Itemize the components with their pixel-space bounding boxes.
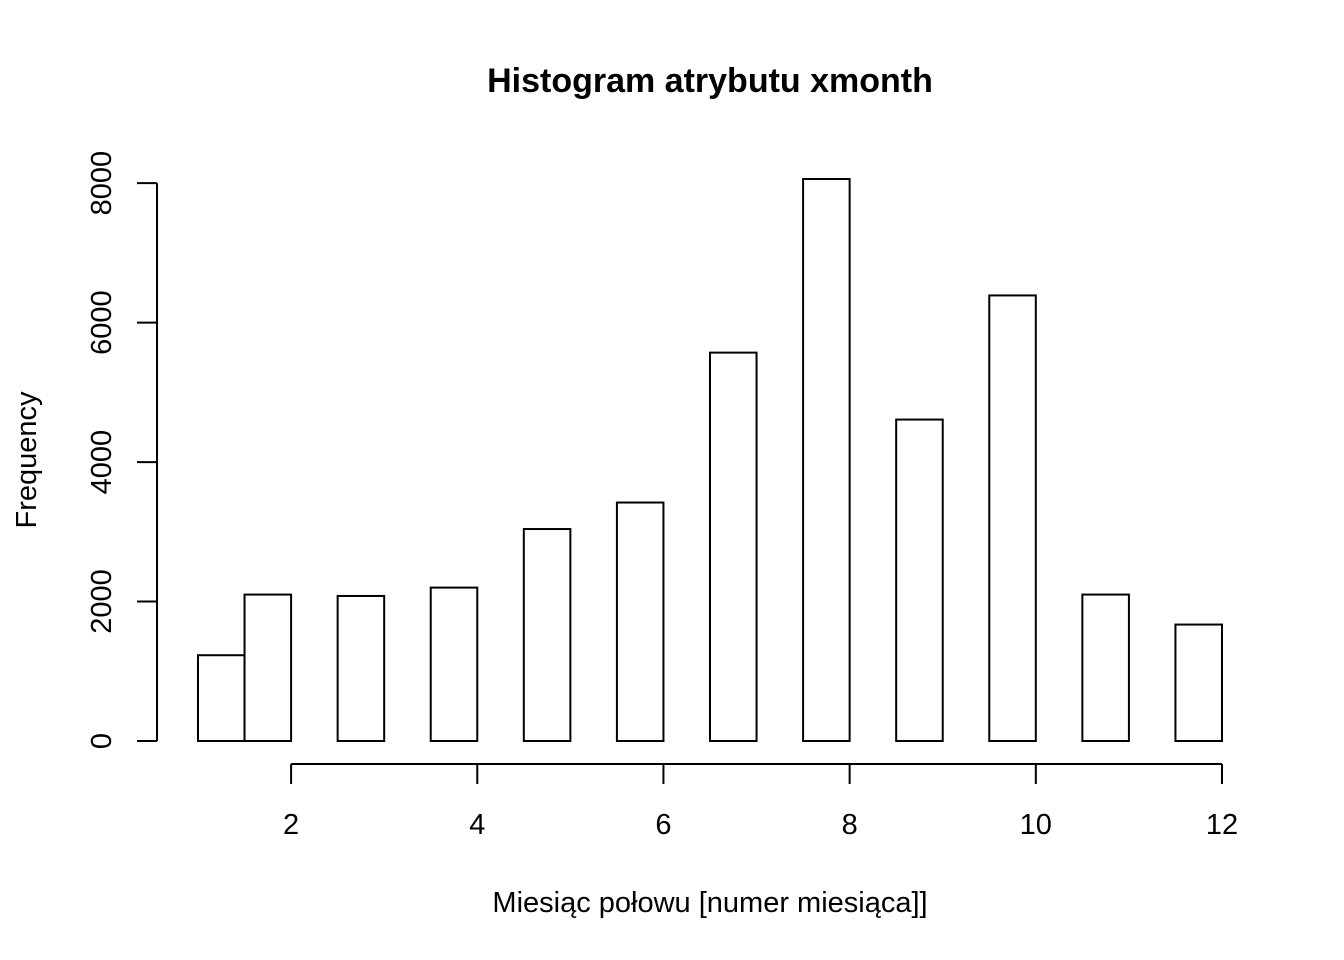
histogram-bar [615,501,665,743]
y-axis-label: Frequency [11,391,43,529]
histogram-bar [1081,593,1130,742]
histogram-bar [197,654,246,742]
histogram-bar [336,594,386,742]
histogram-bar [243,593,293,742]
x-axis-tick-label: 8 [842,809,858,841]
histogram-bar [1174,623,1224,743]
histogram-bar [709,351,758,742]
x-axis-ticks [290,764,1223,784]
y-axis-tick-label: 2000 [86,569,118,634]
histogram-bar [522,528,572,743]
histogram-bar [429,586,479,743]
histogram-bar [988,294,1037,742]
chart-title: Histogram atrybutu xmonth [487,62,933,100]
y-axis-tick-labels: 0 2000 4000 6000 8000 [86,151,118,749]
y-axis-tick-label: 6000 [86,290,118,355]
y-axis-ticks [137,182,157,742]
x-axis-tick-label: 10 [1020,809,1052,841]
x-axis-tick-labels: 2 4 6 8 10 12 [283,809,1238,841]
y-axis-tick-label: 8000 [86,151,118,216]
x-axis-tick-label: 6 [655,809,671,841]
x-axis-tick-label: 4 [469,809,485,841]
bars-group [197,178,1224,743]
histogram-bar [802,178,851,742]
y-axis-tick-label: 4000 [86,430,118,495]
x-axis-tick-label: 2 [283,809,299,841]
y-axis-tick-label: 0 [86,733,118,749]
histogram-bar [895,418,944,742]
x-axis-label: Miesiąc połowu [numer miesiąca]] [492,887,927,919]
x-axis-tick-label: 12 [1206,809,1238,841]
